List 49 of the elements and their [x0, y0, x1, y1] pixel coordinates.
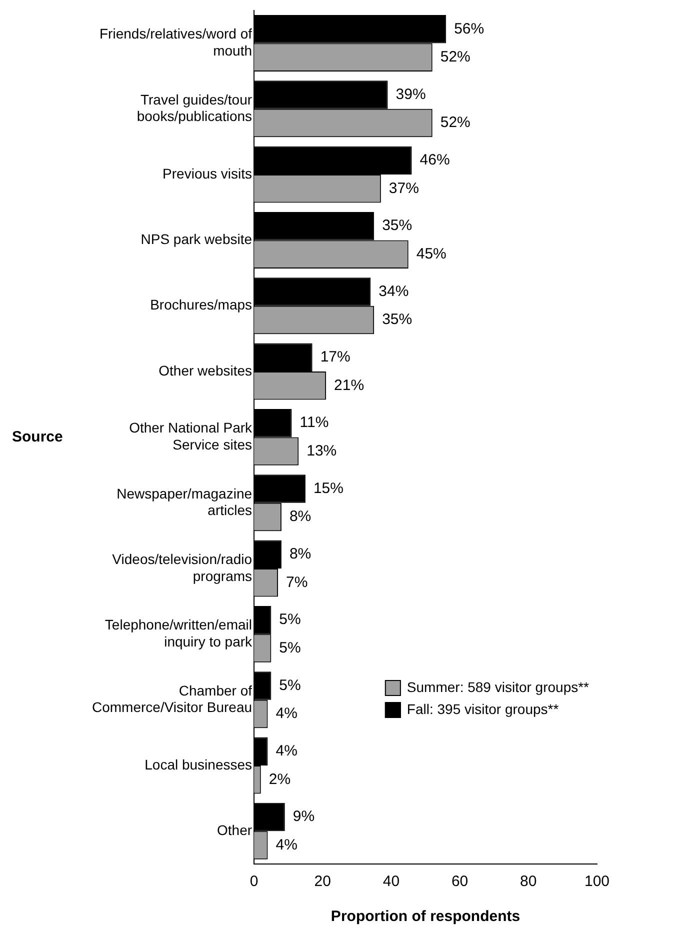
- legend-label: Fall: 395 visitor groups**: [406, 700, 560, 717]
- y-tick-label: Other websites: [158, 362, 252, 378]
- y-tick-label: Other: [217, 822, 252, 838]
- data-label: 35%: [382, 217, 412, 234]
- y-tick-label: NPS park website: [140, 231, 252, 248]
- data-label: 4%: [276, 705, 298, 722]
- data-label: 8%: [289, 508, 312, 526]
- data-label: 52%: [440, 114, 470, 132]
- data-label: 9%: [292, 808, 315, 826]
- data-label: 45%: [416, 245, 446, 262]
- data-label: 5%: [279, 611, 301, 628]
- data-label: 35%: [382, 311, 412, 328]
- y-tick-label: Travel guides/tour books/publications: [136, 91, 252, 124]
- y-tick-label: Previous visits: [162, 165, 252, 182]
- data-label: 8%: [289, 546, 312, 563]
- y-tick-label: Newspaper/magazine articles: [116, 485, 252, 518]
- data-label: 39%: [396, 86, 426, 103]
- data-label: 15%: [313, 480, 344, 497]
- y-tick-label: Videos/television/radio programs: [112, 550, 252, 584]
- x-tick-label: 100: [584, 873, 610, 890]
- data-label: 4%: [276, 742, 298, 760]
- data-label: 11%: [300, 414, 329, 432]
- data-label: 5%: [279, 676, 301, 694]
- data-label: 46%: [420, 152, 450, 169]
- legend-label: Summer: 589 visitor groups**: [406, 678, 590, 695]
- data-label: 21%: [334, 376, 364, 394]
- y-tick-label: Local businesses: [144, 756, 252, 772]
- data-label: 37%: [388, 180, 419, 197]
- data-label: 52%: [440, 48, 470, 66]
- x-tick-label: 20: [314, 873, 331, 890]
- x-tick-label: 60: [451, 873, 468, 890]
- data-label: 5%: [279, 639, 301, 656]
- data-label: 7%: [286, 574, 308, 591]
- data-label: 13%: [306, 442, 337, 460]
- y-tick-label: Chamber of Commerce/Visitor Bureau: [92, 682, 252, 716]
- y-axis-title: Source: [12, 428, 63, 446]
- data-label: 34%: [378, 282, 409, 300]
- x-tick-label: 80: [520, 873, 537, 890]
- x-tick-label: 40: [382, 873, 400, 890]
- data-label: 2%: [268, 770, 291, 788]
- x-axis-title: Proportion of respondents: [330, 908, 520, 926]
- data-label: 17%: [320, 348, 350, 366]
- data-label: 56%: [454, 20, 484, 38]
- y-tick-label: Telephone/written/email inquiry to park: [104, 616, 254, 650]
- y-tick-label: Other National Park Service sites: [129, 420, 254, 452]
- data-label: 4%: [276, 836, 298, 854]
- x-tick-label: 0: [250, 873, 258, 890]
- y-tick-label: Friends/relatives/word of mouth: [100, 26, 252, 58]
- y-tick-label: Brochures/maps: [150, 296, 252, 313]
